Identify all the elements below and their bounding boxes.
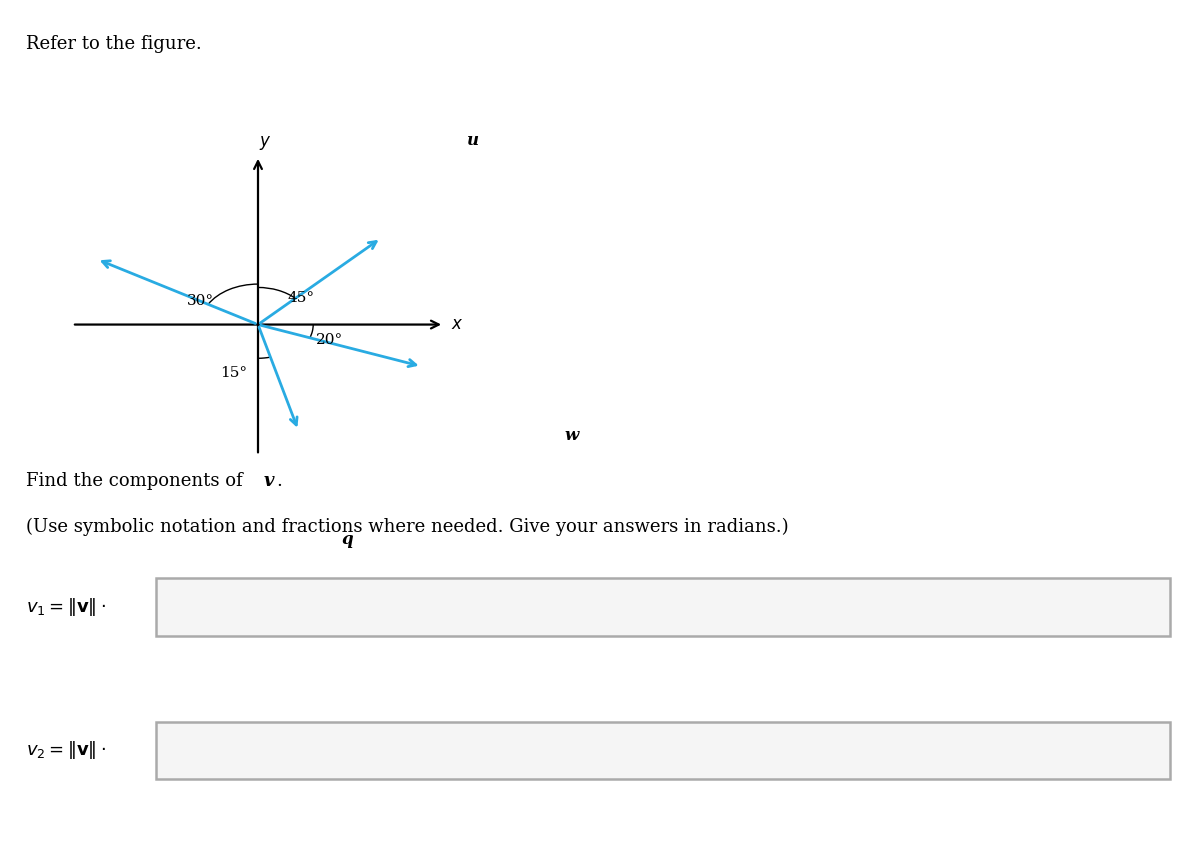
Text: .: .: [276, 471, 282, 490]
FancyBboxPatch shape: [156, 578, 1170, 636]
Text: 45°: 45°: [288, 291, 314, 304]
Text: $v_1 = \|\mathbf{v}\|\cdot$: $v_1 = \|\mathbf{v}\|\cdot$: [26, 596, 107, 618]
Text: $y$: $y$: [259, 134, 271, 152]
Text: Find the components of: Find the components of: [26, 471, 248, 490]
Text: u: u: [467, 132, 479, 148]
Text: (Use symbolic notation and fractions where needed. Give your answers in radians.: (Use symbolic notation and fractions whe…: [26, 518, 790, 536]
Text: 30°: 30°: [187, 294, 214, 308]
Text: 15°: 15°: [221, 367, 247, 380]
FancyBboxPatch shape: [156, 722, 1170, 779]
Text: w: w: [564, 427, 578, 444]
Text: v: v: [264, 471, 275, 490]
Text: q: q: [341, 531, 353, 548]
Text: 20°: 20°: [317, 333, 343, 346]
Text: $x$: $x$: [451, 316, 463, 333]
Text: Refer to the figure.: Refer to the figure.: [26, 35, 202, 53]
Text: $v_2 = \|\mathbf{v}\|\cdot$: $v_2 = \|\mathbf{v}\|\cdot$: [26, 739, 107, 761]
